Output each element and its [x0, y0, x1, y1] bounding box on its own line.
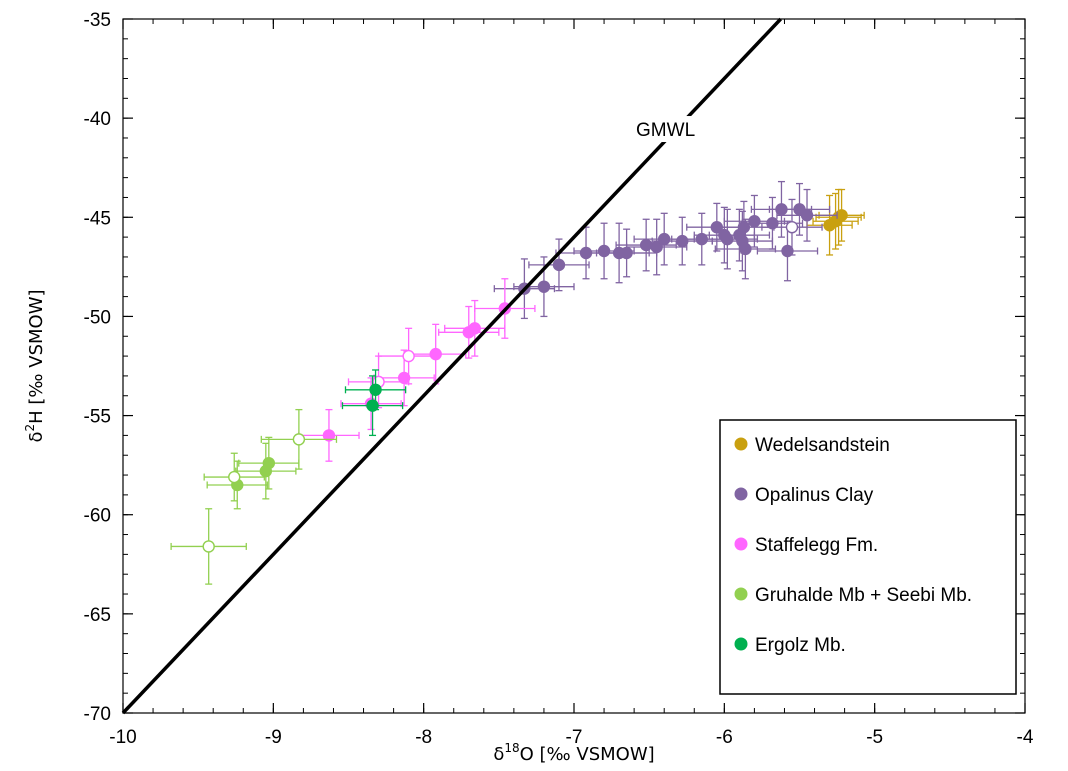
data-point	[369, 383, 382, 396]
data-point	[785, 220, 799, 234]
legend-label: Wedelsandstein	[755, 435, 890, 456]
data-point	[468, 322, 481, 335]
data-point	[552, 258, 566, 272]
data-point	[597, 244, 611, 258]
data-point	[429, 347, 442, 361]
legend-marker	[734, 537, 748, 551]
legend-label: Gruhalde Mb + Seebi Mb.	[755, 585, 972, 606]
series-3	[170, 408, 338, 585]
data-point	[800, 209, 814, 222]
data-point	[228, 470, 241, 484]
legend-marker	[734, 587, 748, 601]
x-axis-title: δ18O [‰ VSMOW]	[493, 741, 654, 765]
x-axis-title-superscript: 18	[504, 741, 519, 755]
data-point	[835, 209, 848, 222]
y-tick-label: -60	[84, 506, 111, 527]
y-axis-title-prefix: δ	[26, 432, 47, 443]
x-tick-label: -10	[109, 727, 136, 748]
x-axis-title-prefix: δ	[493, 744, 504, 765]
y-axis-title-superscript: 2	[23, 424, 37, 432]
gmwl-label: GMWL	[636, 120, 695, 141]
data-point	[658, 232, 671, 246]
x-tick-label: -8	[415, 727, 432, 748]
y-tick-label: -35	[84, 10, 111, 31]
data-point	[537, 280, 551, 293]
x-tick-label: -6	[716, 727, 733, 748]
data-point	[397, 371, 411, 385]
y-tick-label: -40	[84, 109, 111, 130]
series-4	[341, 369, 407, 437]
axes: -10 -9 -8 -7 -6 -5 -4 -70 -65 -60 -55 -50 -45 -40 -35	[84, 10, 1034, 748]
y-axis-title-main: H [‰ VSMOW]	[26, 289, 47, 423]
data-point	[766, 217, 779, 230]
data-point	[639, 238, 653, 252]
x-tick-label: -5	[866, 727, 883, 748]
data-point	[292, 433, 306, 446]
data-point	[676, 234, 689, 248]
data-point	[202, 540, 215, 553]
x-tick-label: -9	[265, 727, 282, 748]
legend-box	[719, 419, 1017, 695]
legend-marker	[734, 437, 748, 451]
y-tick-label: -50	[84, 307, 111, 328]
legend-label: Staffelegg Fm.	[755, 535, 878, 556]
series-2	[298, 278, 536, 462]
y-tick-label: -70	[84, 704, 111, 725]
data-point	[322, 429, 336, 442]
y-tick-label: -65	[84, 605, 111, 626]
legend-label: Ergolz Mb.	[755, 635, 846, 656]
y-tick-label: -45	[84, 208, 111, 229]
x-axis-title-main: O [‰ VSMOW]	[520, 744, 655, 765]
legend: Wedelsandstein Opalinus Clay Staffelegg Fm…	[719, 419, 1017, 695]
data-point	[262, 456, 276, 470]
data-point	[402, 349, 415, 363]
x-tick-label: -7	[566, 727, 583, 748]
gmwl-label-background	[629, 116, 702, 143]
x-tick-label: -4	[1017, 727, 1034, 748]
data-point	[748, 215, 761, 228]
data-point	[739, 242, 752, 256]
series-1	[493, 180, 838, 320]
data-points	[170, 180, 865, 585]
legend-marker	[734, 487, 748, 501]
series-0	[806, 188, 865, 256]
legend-label: Opalinus Clay	[755, 485, 874, 506]
y-tick-label: -55	[84, 407, 111, 428]
legend-marker	[734, 637, 748, 651]
data-point	[781, 244, 794, 258]
data-point	[721, 232, 734, 246]
y-axis-title: δ2H [‰ VSMOW]	[23, 289, 47, 442]
